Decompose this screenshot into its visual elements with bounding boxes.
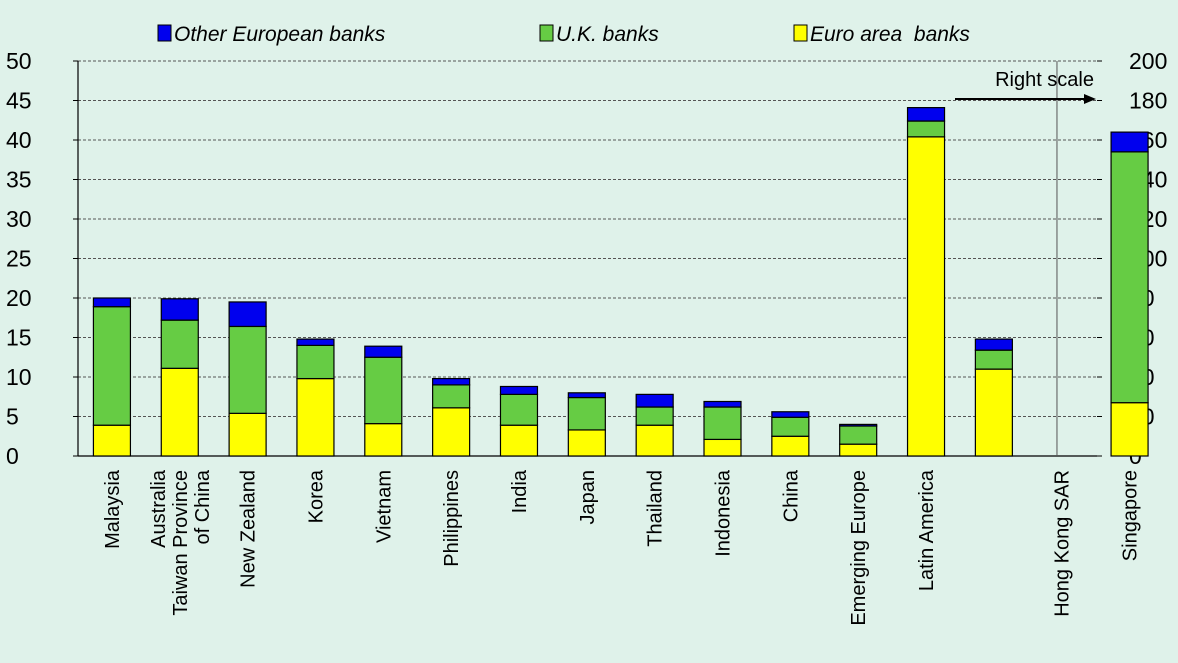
- bar-euro-area-banks-emerging-europe: [839, 443, 878, 457]
- legend-swatch-other-european-banks: [157, 24, 172, 42]
- category-label: India: [509, 469, 531, 513]
- bar-u-k-banks-philippines: [432, 384, 471, 409]
- category-label: Hong Kong SAR: [1052, 470, 1074, 617]
- right-scale-label: Right scale: [995, 69, 1094, 91]
- legend-swatch-euro-area-banks: [793, 24, 808, 42]
- bar-euro-area-banks-china: [771, 435, 810, 457]
- bar-euro-area-banks-: [974, 368, 1013, 457]
- bar-u-k-banks-indonesia: [703, 406, 742, 441]
- category-label: New Zealand: [238, 470, 260, 588]
- bar-euro-area-banks-philippines: [432, 407, 471, 457]
- category-label: Korea: [305, 469, 327, 523]
- bars: [92, 107, 1149, 457]
- bar-other-european-banks-singapore: [1110, 131, 1149, 153]
- bar-u-k-banks-thailand: [635, 406, 674, 426]
- bar-u-k-banks-new-zealand: [228, 325, 267, 414]
- category-label: China: [780, 469, 802, 522]
- category-label: Thailand: [645, 470, 667, 547]
- bar-other-european-banks-korea: [296, 338, 335, 346]
- left-tick-label: 10: [6, 364, 32, 390]
- left-tick-label: 30: [6, 206, 32, 232]
- bar-euro-area-banks-indonesia: [703, 438, 742, 457]
- bar-u-k-banks-china: [771, 416, 810, 437]
- category-label: Emerging Europe: [848, 470, 870, 626]
- category-label: Malaysia: [102, 469, 124, 549]
- left-tick-label: 25: [6, 246, 32, 272]
- bar-euro-area-banks-australia-taiwan-province-of-china: [160, 367, 199, 457]
- right-tick-label: 200: [1129, 48, 1167, 74]
- bar-euro-area-banks-vietnam: [364, 423, 403, 457]
- category-label: Vietnam: [373, 470, 395, 543]
- left-tick-label: 5: [6, 404, 19, 430]
- left-tick-label: 50: [6, 48, 32, 74]
- left-tick-label: 15: [6, 325, 32, 351]
- bar-u-k-banks-india: [499, 393, 539, 426]
- bar-other-european-banks-japan: [567, 392, 606, 399]
- bar-u-k-banks-latin-america: [906, 120, 946, 138]
- bar-euro-area-banks-india: [499, 424, 539, 457]
- bar-u-k-banks-vietnam: [364, 356, 403, 425]
- bar-other-european-banks-emerging-europe: [839, 423, 878, 427]
- bar-euro-area-banks-singapore: [1110, 402, 1149, 457]
- category-labels: Malaysia Australia Taiwan Province of China…: [102, 469, 1142, 626]
- bar-other-european-banks-india: [499, 385, 539, 395]
- bar-euro-area-banks-latin-america: [906, 136, 946, 457]
- left-tick-label: 40: [6, 127, 32, 153]
- bar-other-european-banks-latin-america: [906, 107, 946, 122]
- left-tick-label: 20: [6, 285, 32, 311]
- legend: Other European banks U.K. banks Euro area …: [157, 23, 970, 46]
- legend-label-u-k-banks: U.K. banks: [556, 23, 659, 46]
- bar-u-k-banks-singapore: [1110, 151, 1149, 404]
- bar-u-k-banks-australia-taiwan-province-of-china: [160, 319, 199, 369]
- bar-u-k-banks-emerging-europe: [839, 425, 878, 445]
- bar-euro-area-banks-korea: [296, 377, 335, 457]
- bar-euro-area-banks-japan: [567, 429, 606, 457]
- right-scale-annotation: Right scale: [955, 69, 1096, 104]
- bar-other-european-banks-vietnam: [364, 345, 403, 358]
- bar-euro-area-banks-new-zealand: [228, 412, 267, 457]
- bar-euro-area-banks-malaysia: [92, 424, 132, 457]
- bar-u-k-banks-japan: [567, 396, 606, 431]
- bar-euro-area-banks-thailand: [635, 424, 674, 457]
- bar-u-k-banks-malaysia: [92, 306, 132, 426]
- category-label: Japan: [577, 470, 599, 525]
- bar-other-european-banks-australia-taiwan-province-of-china: [160, 298, 199, 321]
- category-label: Indonesia: [713, 469, 735, 557]
- bar-other-european-banks-: [974, 338, 1013, 351]
- bar-u-k-banks-: [974, 349, 1013, 370]
- bar-other-european-banks-philippines: [432, 377, 471, 386]
- bar-other-european-banks-china: [771, 411, 810, 418]
- category-label: of China: [192, 469, 214, 544]
- bar-other-european-banks-thailand: [635, 393, 674, 408]
- category-label: Singapore: [1120, 470, 1142, 561]
- category-label: Taiwan Province: [170, 470, 192, 616]
- bar-other-european-banks-malaysia: [92, 297, 132, 308]
- category-label: Philippines: [441, 470, 463, 567]
- legend-label-other-european-banks: Other European banks: [174, 23, 386, 46]
- left-tick-label: 45: [6, 88, 32, 114]
- right-scale-arrow-head: [1084, 94, 1096, 104]
- right-tick-label: 180: [1129, 88, 1167, 114]
- bar-other-european-banks-new-zealand: [228, 301, 267, 328]
- legend-swatch-u-k-banks: [539, 24, 554, 42]
- category-label: Latin America: [916, 469, 938, 591]
- legend-label-euro-area-banks: Euro area banks: [810, 23, 970, 46]
- category-label: Australia: [148, 469, 170, 548]
- left-tick-label: 0: [6, 443, 19, 469]
- left-tick-label: 35: [6, 167, 32, 193]
- left-axis: 0 5 10 15 20 25 30 35 40 45 50: [6, 48, 79, 469]
- bar-other-european-banks-indonesia: [703, 400, 742, 408]
- bar-u-k-banks-korea: [296, 344, 335, 380]
